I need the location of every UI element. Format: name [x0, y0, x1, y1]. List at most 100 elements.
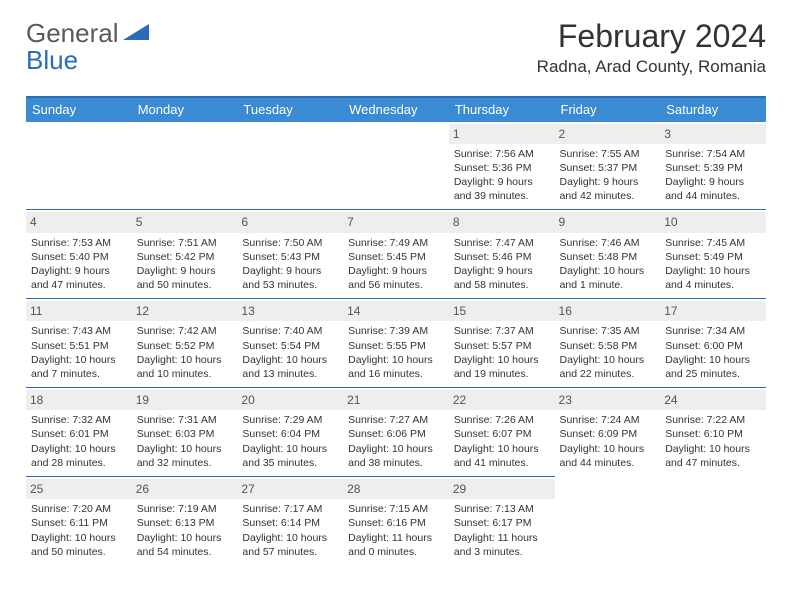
- empty-cell: [132, 122, 238, 210]
- day-details: Sunrise: 7:13 AMSunset: 6:17 PMDaylight:…: [453, 502, 551, 559]
- day-cell: 16 Sunrise: 7:35 AMSunset: 5:58 PMDayligh…: [555, 299, 661, 388]
- day-cell: 3Sunrise: 7:54 AMSunset: 5:39 PMDaylight…: [660, 122, 766, 210]
- day-number: 5: [132, 212, 238, 232]
- weekday-header: Saturday: [660, 97, 766, 122]
- day-details: Sunrise: 7:47 AMSunset: 5:46 PMDaylight:…: [453, 236, 551, 293]
- day-number: 23: [555, 390, 661, 410]
- day-number: 26: [132, 479, 238, 499]
- day-cell: 6Sunrise: 7:50 AMSunset: 5:43 PMDaylight…: [237, 210, 343, 299]
- day-details: Sunrise: 7:43 AMSunset: 5:51 PMDaylight:…: [30, 324, 128, 381]
- day-number: 2: [555, 124, 661, 144]
- day-number: 24: [660, 390, 766, 410]
- day-details: Sunrise: 7:27 AMSunset: 6:06 PMDaylight:…: [347, 413, 445, 470]
- calendar-table: SundayMondayTuesdayWednesdayThursdayFrid…: [26, 96, 766, 565]
- weekday-header: Friday: [555, 97, 661, 122]
- empty-cell: [237, 122, 343, 210]
- day-cell: 18 Sunrise: 7:32 AMSunset: 6:01 PMDayligh…: [26, 388, 132, 477]
- week-row: 11 Sunrise: 7:43 AMSunset: 5:51 PMDayligh…: [26, 299, 766, 388]
- day-cell: 10 Sunrise: 7:45 AMSunset: 5:49 PMDayligh…: [660, 210, 766, 299]
- weekday-header: Monday: [132, 97, 238, 122]
- day-cell: 4 Sunrise: 7:53 AMSunset: 5:40 PMDaylight…: [26, 210, 132, 299]
- week-row: 1 Sunrise: 7:56 AMSunset: 5:36 PMDaylight…: [26, 122, 766, 210]
- day-number: 13: [237, 301, 343, 321]
- day-cell: 5 Sunrise: 7:51 AMSunset: 5:42 PMDaylight…: [132, 210, 238, 299]
- day-cell: 9 Sunrise: 7:46 AMSunset: 5:48 PMDaylight…: [555, 210, 661, 299]
- day-number: 14: [343, 301, 449, 321]
- day-details: Sunrise: 7:26 AMSunset: 6:07 PMDaylight:…: [453, 413, 551, 470]
- day-details: Sunrise: 7:15 AMSunset: 6:16 PMDaylight:…: [347, 502, 445, 559]
- day-cell: 19 Sunrise: 7:31 AMSunset: 6:03 PMDayligh…: [132, 388, 238, 477]
- day-number: 25: [26, 479, 132, 499]
- day-details: Sunrise: 7:50 AMSunset: 5:43 PMDaylight:…: [241, 236, 339, 293]
- empty-cell: [343, 122, 449, 210]
- day-details: Sunrise: 7:49 AMSunset: 5:45 PMDaylight:…: [347, 236, 445, 293]
- day-details: Sunrise: 7:29 AMSunset: 6:04 PMDaylight:…: [241, 413, 339, 470]
- day-number: 11: [26, 301, 132, 321]
- day-number: 3: [660, 124, 766, 144]
- day-cell: 8 Sunrise: 7:47 AMSunset: 5:46 PMDaylight…: [449, 210, 555, 299]
- day-cell: 26 Sunrise: 7:19 AMSunset: 6:13 PMDayligh…: [132, 477, 238, 565]
- day-number: 27: [237, 479, 343, 499]
- logo-triangle-icon: [123, 18, 149, 49]
- week-row: 4 Sunrise: 7:53 AMSunset: 5:40 PMDaylight…: [26, 210, 766, 299]
- day-number: 28: [343, 479, 449, 499]
- day-number: 22: [449, 390, 555, 410]
- day-number: 19: [132, 390, 238, 410]
- day-cell: 11 Sunrise: 7:43 AMSunset: 5:51 PMDayligh…: [26, 299, 132, 388]
- day-details: Sunrise: 7:53 AMSunset: 5:40 PMDaylight:…: [30, 236, 128, 293]
- day-cell: 21Sunrise: 7:27 AMSunset: 6:06 PMDayligh…: [343, 388, 449, 477]
- day-cell: 22 Sunrise: 7:26 AMSunset: 6:07 PMDayligh…: [449, 388, 555, 477]
- day-number: 20: [237, 390, 343, 410]
- day-details: Sunrise: 7:17 AMSunset: 6:14 PMDaylight:…: [241, 502, 339, 559]
- day-details: Sunrise: 7:34 AMSunset: 6:00 PMDaylight:…: [664, 324, 762, 381]
- day-number: 15: [449, 301, 555, 321]
- weekday-header-row: SundayMondayTuesdayWednesdayThursdayFrid…: [26, 97, 766, 122]
- day-number: 8: [449, 212, 555, 232]
- day-cell: 23 Sunrise: 7:24 AMSunset: 6:09 PMDayligh…: [555, 388, 661, 477]
- day-number: 1: [449, 124, 555, 144]
- day-details: Sunrise: 7:24 AMSunset: 6:09 PMDaylight:…: [559, 413, 657, 470]
- day-details: Sunrise: 7:37 AMSunset: 5:57 PMDaylight:…: [453, 324, 551, 381]
- day-cell: 29 Sunrise: 7:13 AMSunset: 6:17 PMDayligh…: [449, 477, 555, 565]
- day-cell: 12Sunrise: 7:42 AMSunset: 5:52 PMDayligh…: [132, 299, 238, 388]
- day-details: Sunrise: 7:32 AMSunset: 6:01 PMDaylight:…: [30, 413, 128, 470]
- week-row: 18 Sunrise: 7:32 AMSunset: 6:01 PMDayligh…: [26, 388, 766, 477]
- day-cell: 27 Sunrise: 7:17 AMSunset: 6:14 PMDayligh…: [237, 477, 343, 565]
- weekday-header: Sunday: [26, 97, 132, 122]
- day-details: Sunrise: 7:19 AMSunset: 6:13 PMDaylight:…: [136, 502, 234, 559]
- day-details: Sunrise: 7:22 AMSunset: 6:10 PMDaylight:…: [664, 413, 762, 470]
- day-details: Sunrise: 7:39 AMSunset: 5:55 PMDaylight:…: [347, 324, 445, 381]
- day-details: Sunrise: 7:55 AMSunset: 5:37 PMDaylight:…: [559, 147, 657, 204]
- day-cell: 13 Sunrise: 7:40 AMSunset: 5:54 PMDayligh…: [237, 299, 343, 388]
- day-number: 18: [26, 390, 132, 410]
- day-number: 4: [26, 212, 132, 232]
- day-cell: 15 Sunrise: 7:37 AMSunset: 5:57 PMDayligh…: [449, 299, 555, 388]
- day-number: 9: [555, 212, 661, 232]
- day-number: 7: [343, 212, 449, 232]
- day-details: Sunrise: 7:45 AMSunset: 5:49 PMDaylight:…: [664, 236, 762, 293]
- day-cell: 28 Sunrise: 7:15 AMSunset: 6:16 PMDayligh…: [343, 477, 449, 565]
- day-details: Sunrise: 7:42 AMSunset: 5:52 PMDaylight:…: [136, 324, 234, 381]
- day-cell: 25Sunrise: 7:20 AMSunset: 6:11 PMDayligh…: [26, 477, 132, 565]
- day-details: Sunrise: 7:31 AMSunset: 6:03 PMDaylight:…: [136, 413, 234, 470]
- day-details: Sunrise: 7:56 AMSunset: 5:36 PMDaylight:…: [453, 147, 551, 204]
- day-details: Sunrise: 7:51 AMSunset: 5:42 PMDaylight:…: [136, 236, 234, 293]
- empty-cell: [660, 477, 766, 565]
- day-details: Sunrise: 7:35 AMSunset: 5:58 PMDaylight:…: [559, 324, 657, 381]
- day-details: Sunrise: 7:46 AMSunset: 5:48 PMDaylight:…: [559, 236, 657, 293]
- empty-cell: [555, 477, 661, 565]
- empty-cell: [26, 122, 132, 210]
- weekday-header: Thursday: [449, 97, 555, 122]
- day-number: 29: [449, 479, 555, 499]
- day-cell: 14 Sunrise: 7:39 AMSunset: 5:55 PMDayligh…: [343, 299, 449, 388]
- day-details: Sunrise: 7:40 AMSunset: 5:54 PMDaylight:…: [241, 324, 339, 381]
- weekday-header: Tuesday: [237, 97, 343, 122]
- day-number: 17: [660, 301, 766, 321]
- month-title: February 2024: [537, 18, 766, 55]
- location: Radna, Arad County, Romania: [537, 57, 766, 77]
- day-number: 10: [660, 212, 766, 232]
- day-cell: 17 Sunrise: 7:34 AMSunset: 6:00 PMDayligh…: [660, 299, 766, 388]
- day-cell: 7 Sunrise: 7:49 AMSunset: 5:45 PMDaylight…: [343, 210, 449, 299]
- day-number: 16: [555, 301, 661, 321]
- week-row: 25Sunrise: 7:20 AMSunset: 6:11 PMDayligh…: [26, 477, 766, 565]
